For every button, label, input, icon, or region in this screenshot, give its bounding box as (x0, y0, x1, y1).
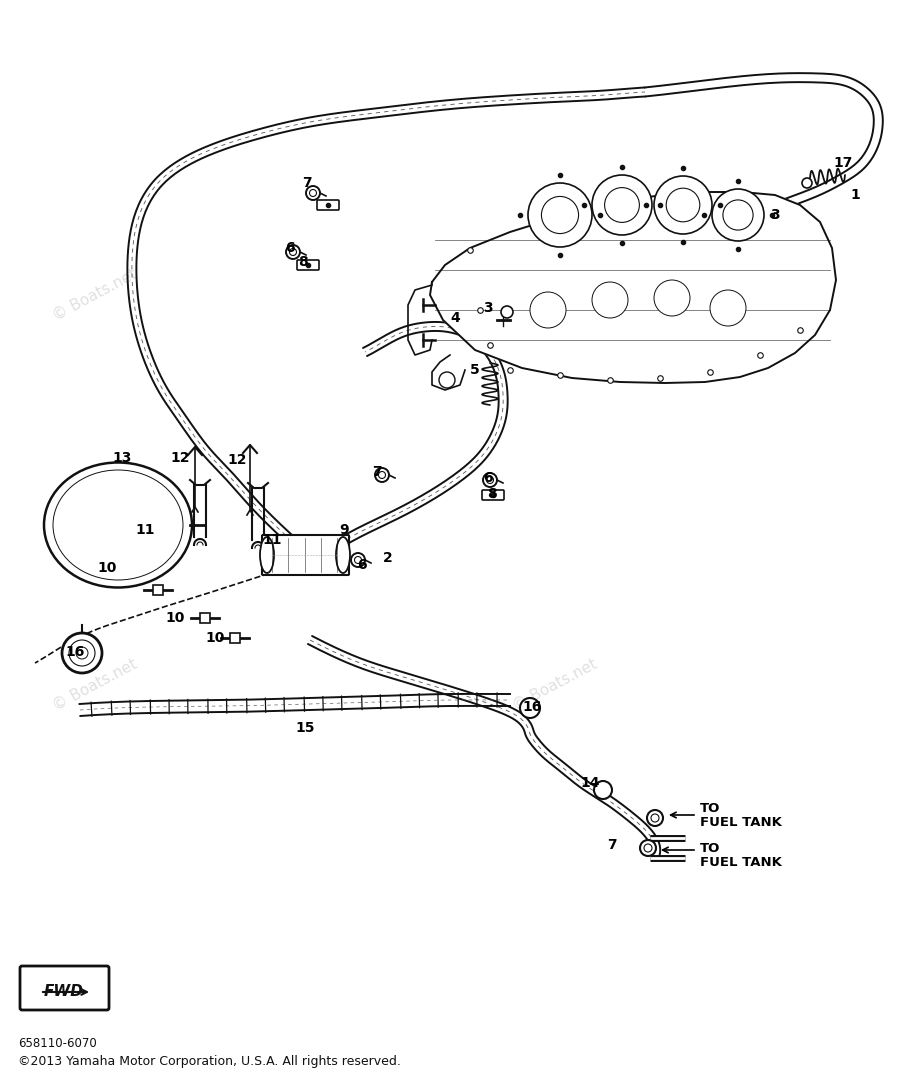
Polygon shape (432, 355, 465, 390)
Circle shape (439, 372, 455, 388)
Text: © Boats.net: © Boats.net (506, 277, 594, 334)
Text: ©2013 Yamaha Motor Corporation, U.S.A. All rights reserved.: ©2013 Yamaha Motor Corporation, U.S.A. A… (18, 1055, 401, 1068)
Text: 6: 6 (357, 558, 366, 572)
FancyBboxPatch shape (200, 613, 210, 623)
Text: 17: 17 (833, 156, 853, 170)
Text: © Boats.net: © Boats.net (50, 266, 140, 324)
Circle shape (530, 292, 566, 328)
Text: 7: 7 (607, 838, 617, 852)
FancyBboxPatch shape (262, 535, 349, 576)
Text: © Boats.net: © Boats.net (510, 656, 600, 714)
Circle shape (594, 782, 612, 799)
Circle shape (604, 187, 639, 222)
FancyBboxPatch shape (20, 966, 109, 1010)
Text: 10: 10 (97, 561, 117, 576)
Circle shape (487, 476, 494, 484)
Circle shape (289, 249, 296, 255)
Circle shape (76, 647, 88, 659)
Text: 10: 10 (206, 631, 224, 645)
Text: 3: 3 (483, 301, 493, 315)
Circle shape (306, 186, 320, 199)
Text: 16: 16 (523, 700, 541, 714)
Circle shape (666, 189, 700, 222)
Text: TO: TO (700, 841, 720, 855)
Text: 16: 16 (66, 645, 84, 659)
Circle shape (483, 473, 497, 487)
Circle shape (651, 814, 659, 822)
FancyBboxPatch shape (317, 199, 339, 210)
Circle shape (802, 178, 812, 187)
Ellipse shape (44, 462, 192, 588)
Text: TO: TO (700, 801, 720, 814)
Text: 1: 1 (850, 187, 860, 202)
Circle shape (654, 175, 712, 234)
Circle shape (528, 183, 592, 247)
Circle shape (62, 633, 102, 673)
Text: 12: 12 (227, 453, 247, 467)
Circle shape (654, 280, 690, 316)
Circle shape (644, 844, 652, 852)
Circle shape (286, 245, 300, 259)
Circle shape (520, 698, 540, 718)
Text: 7: 7 (303, 175, 312, 190)
Circle shape (640, 840, 656, 856)
FancyBboxPatch shape (153, 585, 163, 595)
Text: FWD: FWD (44, 984, 84, 1000)
Text: FUEL TANK: FUEL TANK (700, 856, 782, 869)
Text: 11: 11 (136, 523, 154, 537)
Circle shape (351, 553, 365, 567)
Text: © Boats.net: © Boats.net (50, 656, 140, 714)
FancyBboxPatch shape (482, 490, 504, 500)
Ellipse shape (53, 470, 183, 580)
FancyBboxPatch shape (230, 633, 240, 643)
Text: 12: 12 (171, 451, 189, 465)
Text: 11: 11 (262, 533, 282, 547)
Circle shape (592, 175, 652, 235)
Text: FUEL TANK: FUEL TANK (700, 815, 782, 828)
Text: 3: 3 (770, 208, 779, 222)
Text: 13: 13 (112, 451, 132, 465)
Polygon shape (430, 192, 836, 383)
Circle shape (712, 189, 764, 241)
Circle shape (647, 810, 663, 826)
Text: 8: 8 (298, 255, 308, 269)
FancyBboxPatch shape (297, 261, 319, 270)
Text: 5: 5 (471, 363, 480, 377)
Text: 2: 2 (383, 552, 393, 565)
Circle shape (355, 557, 362, 564)
Circle shape (375, 468, 389, 482)
Text: 6: 6 (483, 471, 493, 485)
Ellipse shape (260, 537, 274, 573)
Text: 10: 10 (165, 611, 185, 625)
Circle shape (541, 196, 578, 233)
Text: 8: 8 (487, 487, 497, 501)
Circle shape (378, 472, 385, 479)
Circle shape (723, 199, 753, 230)
Text: 15: 15 (295, 720, 315, 735)
Text: 14: 14 (580, 776, 600, 790)
Circle shape (69, 640, 95, 666)
Text: 7: 7 (372, 465, 382, 479)
Text: 9: 9 (339, 523, 348, 537)
Text: 4: 4 (450, 311, 460, 325)
Circle shape (710, 290, 746, 326)
Ellipse shape (336, 537, 350, 573)
Circle shape (310, 190, 316, 196)
Circle shape (501, 306, 513, 318)
Circle shape (592, 282, 628, 318)
Text: 658110-6070: 658110-6070 (18, 1037, 97, 1050)
Text: 6: 6 (286, 241, 295, 255)
